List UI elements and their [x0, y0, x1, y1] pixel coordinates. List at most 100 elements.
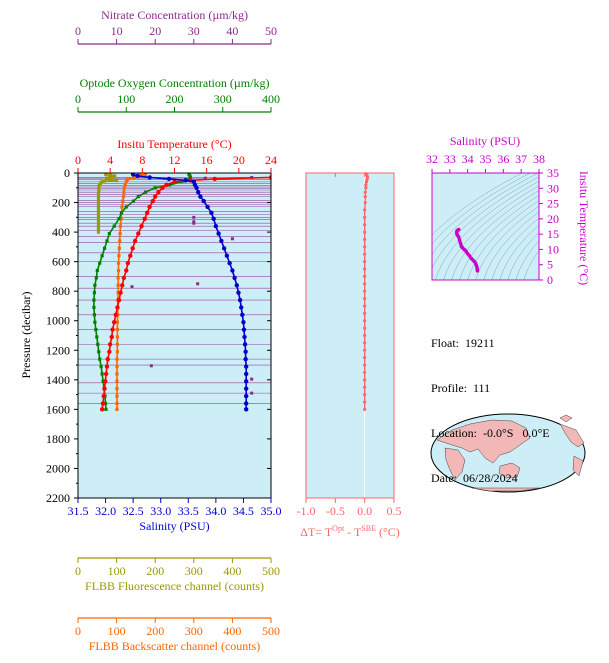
series-point-oxygen — [143, 190, 148, 194]
series-point-salinity — [242, 334, 247, 340]
delta-label-a: ΔT= T — [300, 525, 333, 539]
series-point-temperature — [136, 231, 141, 236]
ts-x-tick-label: 36 — [497, 152, 509, 166]
ts-y-tick-label: 10 — [547, 242, 559, 256]
series-point-backscatter — [115, 394, 119, 398]
axis-tick-label-nitrate: 20 — [149, 24, 161, 38]
series-point-oxygen — [92, 291, 97, 295]
ts-density-contour — [475, 205, 539, 280]
series-point-oxygen — [168, 183, 172, 187]
ts-density-contour — [523, 250, 539, 280]
series-point-oxygen — [99, 364, 103, 369]
date-value: 06/28/2024 — [463, 471, 518, 485]
series-point-salinity — [243, 407, 249, 412]
ts-x-tick-label: 37 — [515, 152, 527, 166]
ts-density-contour — [459, 195, 539, 280]
delta-point — [363, 200, 367, 205]
series-point-temperature — [120, 283, 125, 288]
series-point-salinity — [232, 275, 237, 281]
series-point-backscatter — [122, 190, 126, 194]
pressure-axis-label: Pressure (decibar) — [19, 292, 33, 379]
series-point-temperature — [110, 327, 115, 332]
series-point-backscatter — [115, 357, 119, 361]
series-point-temperature — [142, 216, 147, 221]
series-point-backscatter — [118, 231, 122, 236]
ts-y-label: Insitu Temperature (°C) — [577, 171, 591, 285]
series-point-oxygen — [95, 268, 99, 273]
axis-title-nitrate: Nitrate Concentration (µm/kg) — [101, 8, 248, 22]
pressure-tick-label: 200 — [52, 196, 70, 210]
series-point-salinity — [198, 194, 203, 199]
delta-point — [363, 252, 367, 256]
pressure-tick-label: 1000 — [46, 314, 70, 328]
axis-title-oxygen: Optode Oxygen Concentration (µm/kg) — [80, 76, 270, 90]
delta-plot-frame — [305, 172, 395, 499]
delta-point — [363, 208, 367, 212]
pressure-tick-label: 1800 — [46, 432, 70, 446]
series-point-backscatter — [115, 372, 119, 376]
series-point-fluorescence — [111, 178, 115, 182]
delta-point — [363, 356, 367, 360]
delta-label-sup1: Opt — [332, 524, 345, 533]
location-label: Location: — [431, 426, 477, 440]
pressure-tick-label: 800 — [52, 284, 70, 298]
series-point-backscatter — [118, 239, 122, 243]
land-australia — [498, 462, 521, 479]
delta-point — [363, 223, 367, 227]
series-point-salinity — [243, 379, 249, 384]
axis-tick-label-fluorescence: 200 — [146, 564, 164, 578]
series-point-oxygen — [97, 350, 101, 354]
delta-point — [364, 180, 369, 184]
delta-point — [363, 289, 367, 293]
series-point-fluorescence — [104, 176, 109, 180]
series-point-oxygen — [92, 305, 96, 310]
series-point-backscatter — [115, 320, 119, 324]
series-point-oxygen — [94, 327, 98, 332]
series-point-salinity — [243, 371, 249, 377]
series-point-backscatter — [124, 180, 128, 184]
delta-point — [364, 183, 368, 187]
series-point-fluorescence — [102, 179, 106, 183]
ts-density-contour — [432, 176, 539, 269]
axis-tick-label-backscatter: 400 — [223, 624, 241, 638]
series-point-salinity — [234, 283, 240, 288]
ts-density-contour — [483, 211, 539, 280]
series-point-backscatter — [116, 291, 120, 295]
series-point-temperature — [107, 349, 112, 354]
axis-tick-label-temperature: 4 — [107, 153, 113, 167]
delta-point — [363, 319, 367, 323]
series-point-oxygen — [95, 335, 99, 339]
series-point-temperature — [116, 297, 122, 303]
series-point-backscatter — [121, 195, 126, 199]
delta-point — [364, 186, 368, 190]
series-point-salinity — [219, 238, 224, 244]
main-series-layer — [78, 173, 271, 412]
axis-title-fluorescence: FLBB Fluorescence channel (counts) — [85, 579, 264, 593]
series-point-salinity — [221, 246, 227, 251]
axis-tick-label-salinity: 32.0 — [95, 504, 116, 518]
series-point-salinity — [237, 297, 243, 303]
series-point-oxygen — [103, 401, 108, 406]
axis-tick-label-nitrate: 30 — [188, 24, 200, 38]
ts-x-tick-label: 32 — [426, 152, 438, 166]
series-point-fluorescence — [113, 174, 117, 178]
world-map — [430, 413, 586, 493]
main-profile-plot: 0200400600800100012001400160018002000220… — [19, 8, 282, 653]
nitrate-point — [192, 215, 196, 219]
axis-tick-label-backscatter: 500 — [262, 624, 280, 638]
series-point-temperature — [268, 175, 271, 180]
ts-point — [458, 241, 463, 246]
axis-tick-label-salinity: 35.0 — [261, 504, 282, 518]
series-point-temperature — [121, 275, 127, 281]
series-point-fluorescence — [104, 173, 108, 177]
series-point-backscatter — [115, 379, 119, 383]
pressure-tick-label: 600 — [52, 255, 70, 269]
ts-density-contour — [451, 190, 539, 280]
series-point-backscatter — [116, 276, 120, 280]
series-point-temperature — [100, 401, 106, 406]
axis-tick-label-temperature: 24 — [265, 153, 277, 167]
delta-point — [363, 333, 367, 338]
